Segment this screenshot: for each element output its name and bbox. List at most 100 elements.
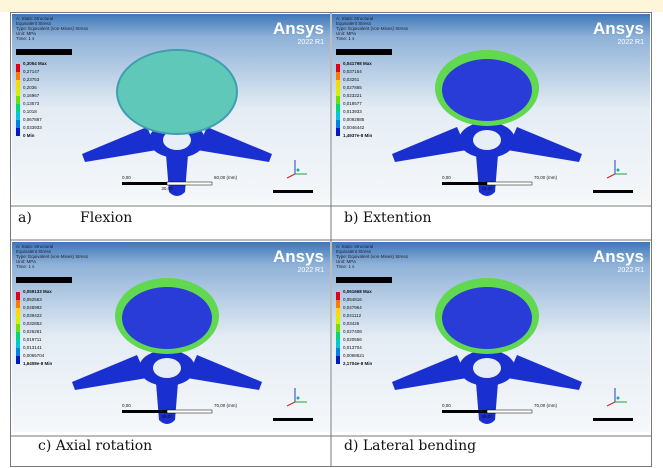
legend-swatch — [16, 104, 20, 112]
legend-label: 0,059133 Max — [23, 289, 52, 294]
legend-swatch — [16, 292, 20, 300]
legend-label: 0,032852 — [23, 321, 42, 326]
canal — [473, 130, 501, 150]
legend-label: 0,0065704 — [23, 353, 45, 358]
legend-label: 0,13573 — [23, 101, 40, 106]
legend-swatch — [16, 112, 20, 120]
legend-swatch — [336, 64, 340, 72]
legend-swatch — [336, 112, 340, 120]
legend-swatch — [16, 324, 20, 332]
legend-swatch — [16, 88, 20, 96]
legend-swatch — [336, 348, 340, 356]
legend-swatch — [336, 324, 340, 332]
legend-swatch — [336, 292, 340, 300]
legend-label: 2,1704e-8 Min — [343, 361, 373, 366]
triad-origin — [617, 397, 620, 400]
scale-label: 0,00 — [442, 175, 451, 180]
brand: Ansys — [273, 247, 324, 266]
redaction — [336, 277, 392, 283]
body — [117, 50, 237, 134]
legend-label: 0,052563 — [23, 297, 42, 302]
scale-label: 35,00 — [161, 414, 173, 419]
canal — [473, 358, 501, 378]
version: 2022 R1 — [298, 267, 325, 274]
figure: A: Static StructuralEquivalent StressTyp… — [0, 0, 663, 468]
scale-label: 0,00 — [442, 403, 451, 408]
triad-bar — [593, 190, 633, 193]
legend-label: 0,027408 — [343, 329, 362, 334]
legend-swatch — [336, 356, 340, 364]
legend-label: 0,03251 — [343, 77, 360, 82]
legend-label: 0,1018 — [23, 109, 37, 114]
triad-origin — [617, 169, 620, 172]
legend-label: 0,054816 — [343, 297, 362, 302]
legend-swatch — [16, 72, 20, 80]
redaction — [336, 49, 392, 55]
triad-bar — [273, 190, 313, 193]
legend-label: 0,0092885 — [343, 117, 365, 122]
body-inner — [122, 287, 212, 349]
legend-swatch — [336, 96, 340, 104]
scale-label: 70,00 (mm) — [214, 403, 238, 408]
legend-swatch — [16, 300, 20, 308]
legend-label: 0,039422 — [23, 313, 42, 318]
body-inner — [442, 59, 532, 121]
header-line: Time: 1 s — [16, 264, 35, 269]
legend-swatch — [16, 96, 20, 104]
legend-label: 0,2036 — [23, 85, 37, 90]
legend-swatch — [16, 80, 20, 88]
scale-bar-half — [167, 410, 212, 413]
legend-label: 0,037154 — [343, 69, 362, 74]
scale-label: 30,00 — [161, 186, 173, 191]
legend-label: 0,041112 — [343, 313, 362, 318]
canal — [153, 358, 181, 378]
version: 2022 R1 — [298, 39, 325, 46]
triad-origin — [297, 397, 300, 400]
legend-label: 0,019711 — [23, 337, 42, 342]
legend-swatch — [16, 308, 20, 316]
header-line: Time: 1 s — [336, 264, 355, 269]
legend-swatch — [16, 356, 20, 364]
brand: Ansys — [273, 19, 324, 38]
brand: Ansys — [593, 19, 644, 38]
scale-label: 0,00 — [122, 403, 131, 408]
caption-text: d) Lateral bending — [344, 438, 476, 454]
scale-label: 35,00 — [481, 186, 493, 191]
legend-swatch — [336, 300, 340, 308]
legend-swatch — [16, 332, 20, 340]
redaction — [16, 277, 72, 283]
legend-label: 0,013141 — [23, 345, 42, 350]
legend-label: 0,3054 Max — [23, 61, 47, 66]
scale-label: 0,00 — [122, 175, 131, 180]
scale-bar-half — [487, 410, 532, 413]
version: 2022 R1 — [618, 39, 645, 46]
legend-swatch — [336, 80, 340, 88]
legend-label: 0,067867 — [23, 117, 42, 122]
legend-label: 0,013704 — [343, 345, 362, 350]
legend-swatch — [16, 340, 20, 348]
legend-swatch — [16, 64, 20, 72]
legend-label: 0,026281 — [23, 329, 42, 334]
triad-bar — [273, 418, 313, 421]
legend-swatch — [16, 316, 20, 324]
legend-label: 0,033933 — [23, 125, 42, 130]
legend-label: 0,0046442 — [343, 125, 365, 130]
legend-swatch — [336, 340, 340, 348]
legend-label: 0,0068521 — [343, 353, 365, 358]
redaction — [16, 49, 72, 55]
legend-swatch — [336, 316, 340, 324]
legend-swatch — [336, 104, 340, 112]
caption-text: Flexion — [80, 210, 132, 226]
legend-swatch — [336, 332, 340, 340]
legend-label: 0,027865 — [343, 85, 362, 90]
version: 2022 R1 — [618, 267, 645, 274]
legend-label: 0,045992 — [23, 305, 42, 310]
legend-swatch — [336, 72, 340, 80]
legend-label: 0,041798 Max — [343, 61, 372, 66]
legend-label: 0,061668 Max — [343, 289, 372, 294]
legend-swatch — [336, 308, 340, 316]
legend-label: 0,03426 — [343, 321, 360, 326]
scale-label: 70,00 (mm) — [534, 403, 558, 408]
legend-swatch — [336, 88, 340, 96]
legend-label: 0,013933 — [343, 109, 362, 114]
